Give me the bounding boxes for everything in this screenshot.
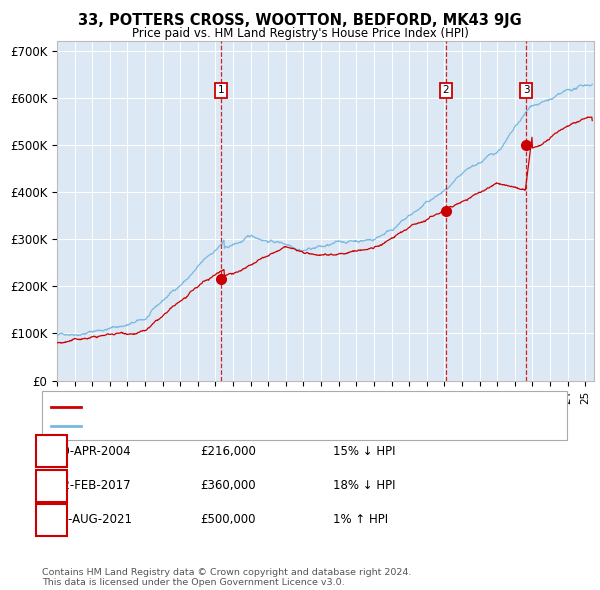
Text: £360,000: £360,000 bbox=[200, 479, 256, 492]
Text: 3: 3 bbox=[48, 513, 55, 526]
Text: 2: 2 bbox=[442, 86, 449, 96]
Text: 3: 3 bbox=[523, 86, 530, 96]
Text: HPI: Average price, detached house, Bedford: HPI: Average price, detached house, Bedf… bbox=[87, 421, 332, 431]
Text: 18% ↓ HPI: 18% ↓ HPI bbox=[333, 479, 395, 492]
Text: £500,000: £500,000 bbox=[200, 513, 256, 526]
Text: 33, POTTERS CROSS, WOOTTON, BEDFORD, MK43 9JG: 33, POTTERS CROSS, WOOTTON, BEDFORD, MK4… bbox=[78, 13, 522, 28]
Text: Contains HM Land Registry data © Crown copyright and database right 2024.
This d: Contains HM Land Registry data © Crown c… bbox=[42, 568, 412, 587]
Text: 27-AUG-2021: 27-AUG-2021 bbox=[53, 513, 133, 526]
Text: 30-APR-2004: 30-APR-2004 bbox=[55, 445, 131, 458]
Text: 2: 2 bbox=[48, 479, 55, 492]
Text: 02-FEB-2017: 02-FEB-2017 bbox=[55, 479, 131, 492]
Text: £216,000: £216,000 bbox=[200, 445, 256, 458]
Text: 1: 1 bbox=[48, 445, 55, 458]
Text: 1: 1 bbox=[218, 86, 224, 96]
Text: 33, POTTERS CROSS, WOOTTON, BEDFORD, MK43 9JG (detached house): 33, POTTERS CROSS, WOOTTON, BEDFORD, MK4… bbox=[87, 402, 483, 412]
Text: 15% ↓ HPI: 15% ↓ HPI bbox=[333, 445, 395, 458]
Text: 1% ↑ HPI: 1% ↑ HPI bbox=[333, 513, 388, 526]
Text: Price paid vs. HM Land Registry's House Price Index (HPI): Price paid vs. HM Land Registry's House … bbox=[131, 27, 469, 40]
